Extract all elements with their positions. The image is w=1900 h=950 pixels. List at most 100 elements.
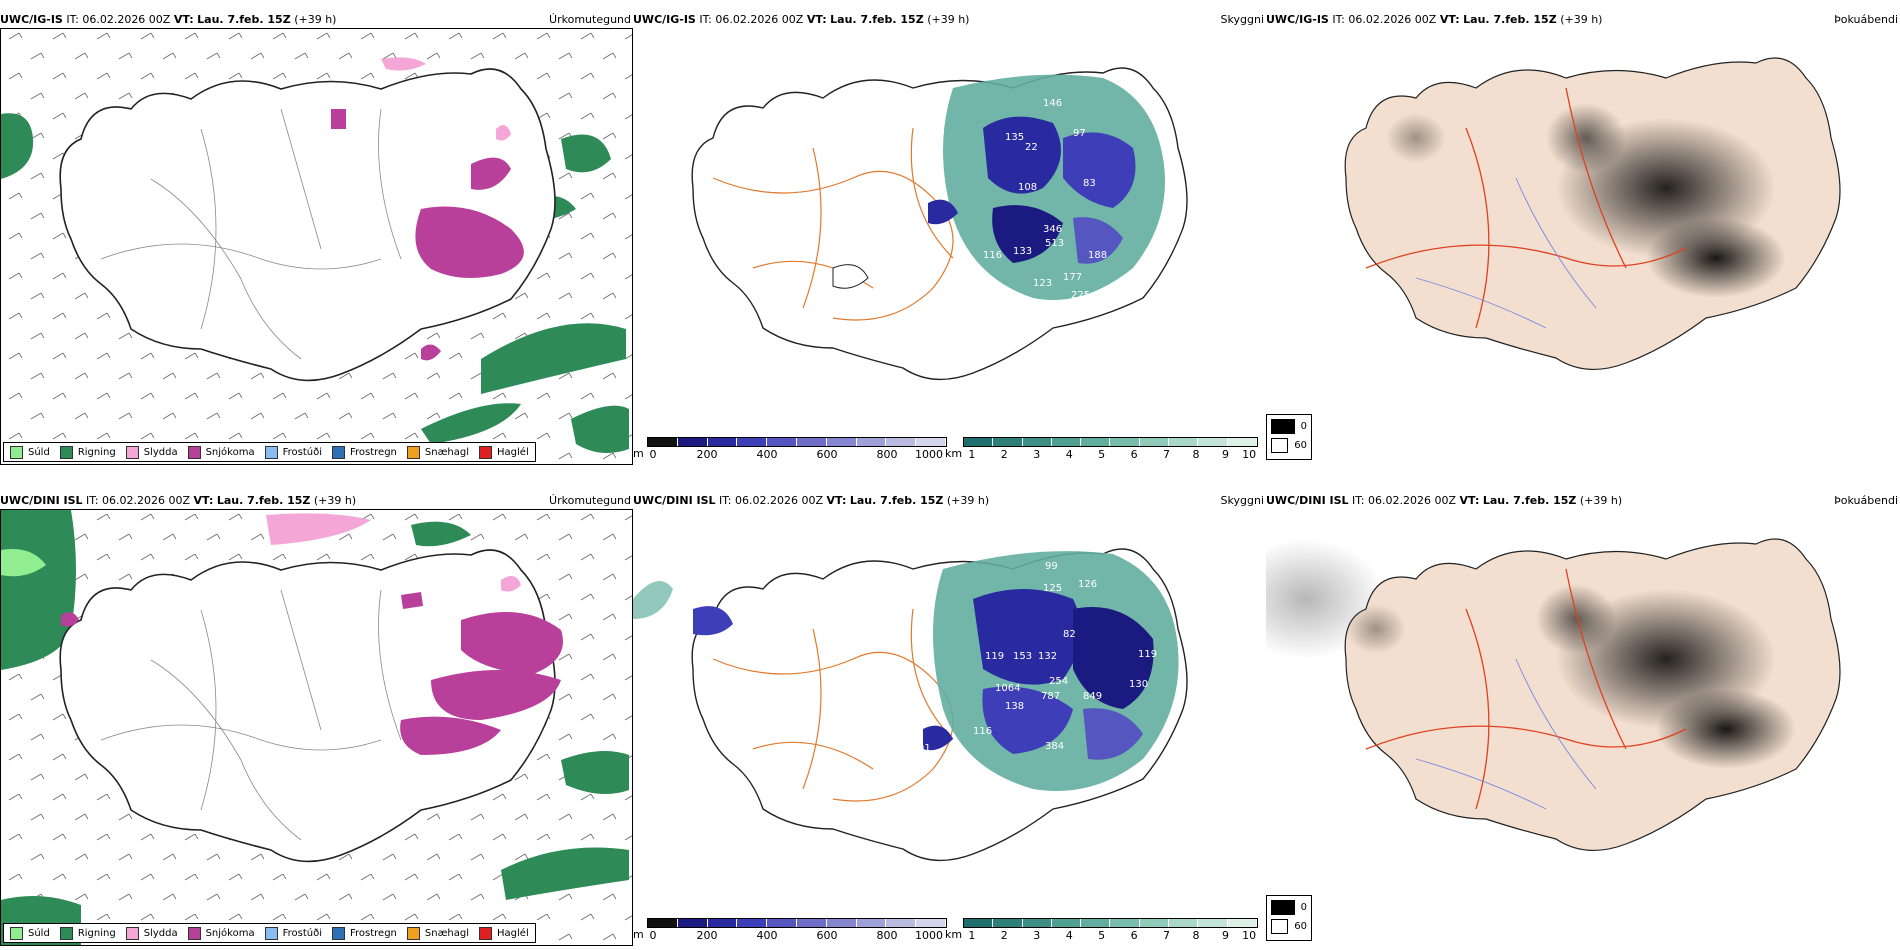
lead-time: (+39 h) (1560, 13, 1603, 26)
legend-label: Haglél (497, 446, 529, 458)
ptype-legend-item: Snjókoma (187, 445, 255, 459)
legend-label: Rigning (77, 446, 116, 458)
it-label: IT: (1352, 494, 1365, 507)
legend-label: Frostúði (282, 927, 322, 939)
swatch (59, 445, 73, 459)
tick: 200 (696, 929, 718, 942)
swatch (187, 445, 201, 459)
it-value: 06.02.2026 00Z (82, 13, 171, 26)
fog-legend: 0 60 (1266, 895, 1312, 941)
ptype-legend-item: Frostregn (332, 926, 397, 940)
fog-swatch (1271, 438, 1289, 453)
ceiling-label-layer: 99 125 126 119 153 132 82 119 254 787 84… (918, 561, 1157, 754)
tick: 7 (1163, 929, 1171, 942)
swatch (264, 926, 278, 940)
swatch (10, 445, 23, 459)
tick: 9 (1222, 448, 1230, 461)
fog-map[interactable] (1266, 28, 1900, 448)
ceiling-label: 108 (1018, 182, 1037, 193)
legend-label: Súld (28, 446, 50, 458)
ceiling-label: 130 (1129, 679, 1148, 690)
ceiling-colorbar-strip (647, 918, 947, 928)
precip-type-map[interactable]: Súld Rigning Slydda Snjókoma Frostúði Fr… (0, 509, 633, 946)
iceland-fog-map (1344, 57, 1841, 371)
tick: 400 (756, 448, 778, 461)
vt-value: Lau. 7.feb. 15Z (830, 13, 924, 26)
panel-visibility-bottom: UWC/DINI ISL IT: 06.02.2026 00Z VT: Lau.… (633, 493, 1266, 946)
ceiling-label: 346 (1043, 224, 1062, 235)
fog-legend-item: 0 (1271, 419, 1307, 434)
ceiling-label: 787 (1041, 691, 1060, 702)
vt-label: VT: (173, 13, 194, 26)
ceiling-label: 132 (1038, 651, 1057, 662)
it-value: 06.02.2026 00Z (1368, 494, 1457, 507)
visibility-map[interactable]: 146 97 135 22 108 83 346 513 188 123 177… (633, 28, 1266, 428)
panel-header: UWC/IG-IS IT: 06.02.2026 00Z VT: Lau. 7.… (1266, 12, 1900, 28)
ceiling-unit: m (633, 928, 644, 941)
legend-label: Rigning (77, 927, 116, 939)
legend-label: Frostregn (350, 927, 397, 939)
panel-title: Úrkomutegund (549, 494, 631, 507)
legend-label: Snæhagl (424, 446, 470, 458)
model-name: UWC/IG-IS (0, 13, 63, 26)
it-value: 06.02.2026 00Z (715, 13, 804, 26)
model-name: UWC/IG-IS (1266, 13, 1329, 26)
ptype-legend-item: Slydda (125, 445, 178, 459)
ceiling-label: 146 (1043, 98, 1062, 109)
lead-time: (+39 h) (1579, 494, 1623, 507)
tick: 7 (1163, 448, 1171, 461)
it-label: IT: (86, 494, 99, 507)
ceiling-label: 83 (1083, 178, 1096, 189)
tick: 10 (1242, 929, 1257, 942)
ceiling-colorbar-strip (647, 437, 947, 447)
visibility-ticks: 1 2 3 4 5 6 7 8 9 10 (963, 928, 1258, 942)
vt-value: Lau. 7.feb. 15Z (197, 13, 291, 26)
ceiling-label: 138 (1005, 701, 1024, 712)
panel-precip-type-bottom: UWC/DINI ISL IT: 06.02.2026 00Z VT: Lau.… (0, 493, 633, 946)
legend-label: Snjókoma (205, 446, 255, 458)
tick: 800 (876, 929, 898, 942)
ceiling-label-layer: 146 97 135 22 108 83 346 513 188 123 177… (983, 98, 1107, 321)
tick: 1 (968, 929, 976, 942)
vt-label: VT: (1439, 13, 1460, 26)
tick: 600 (816, 448, 838, 461)
ceiling-label: 384 (1045, 741, 1064, 752)
vt-label: VT: (193, 494, 214, 507)
tick: 1 (968, 448, 976, 461)
model-name: UWC/DINI ISL (633, 494, 716, 507)
it-label: IT: (719, 494, 732, 507)
tick: 1000 (915, 929, 943, 942)
lead-time: (+39 h) (927, 13, 970, 26)
ceiling-label: 153 (1013, 651, 1032, 662)
fog-legend-item: 60 (1271, 438, 1307, 453)
tick: 8 (1192, 929, 1200, 942)
swatch (406, 926, 420, 940)
ptype-legend-item: Snæhagl (406, 926, 469, 940)
it-value: 06.02.2026 00Z (735, 494, 824, 507)
vt-label: VT: (1459, 494, 1480, 507)
vt-value: Lau. 7.feb. 15Z (849, 494, 944, 507)
fog-map[interactable] (1266, 509, 1900, 929)
swatch (187, 926, 201, 940)
swatch (332, 445, 345, 459)
ptype-legend-item: Rigning (59, 926, 116, 940)
panel-title: Þokuábendi (1834, 13, 1898, 26)
visibility-map[interactable]: 99 125 126 119 153 132 82 119 254 787 84… (633, 509, 1266, 909)
it-value: 06.02.2026 00Z (1348, 13, 1437, 26)
ptype-legend-item: Frostúði (264, 445, 322, 459)
ceiling-label: 99 (1045, 561, 1058, 572)
fog-swatch (1271, 419, 1295, 434)
fog-swatch (1271, 919, 1289, 934)
ceiling-label: 429 (1033, 310, 1052, 321)
ceiling-label: 22 (1025, 142, 1038, 153)
iceland-fog-map (1266, 538, 1841, 852)
iceland-precip-map (1, 510, 632, 945)
precip-type-map[interactable]: Súld Rigning Slydda Snjókoma Frostúði Fr… (0, 28, 633, 465)
ceiling-label: 126 (1078, 579, 1097, 590)
fog-legend: 0 60 (1266, 414, 1312, 460)
panel-title: Þokuábendi (1834, 494, 1898, 507)
legend-label: Slydda (143, 446, 178, 458)
tick: 400 (756, 929, 778, 942)
swatch (10, 926, 23, 940)
iceland-visibility-map (633, 548, 1188, 862)
